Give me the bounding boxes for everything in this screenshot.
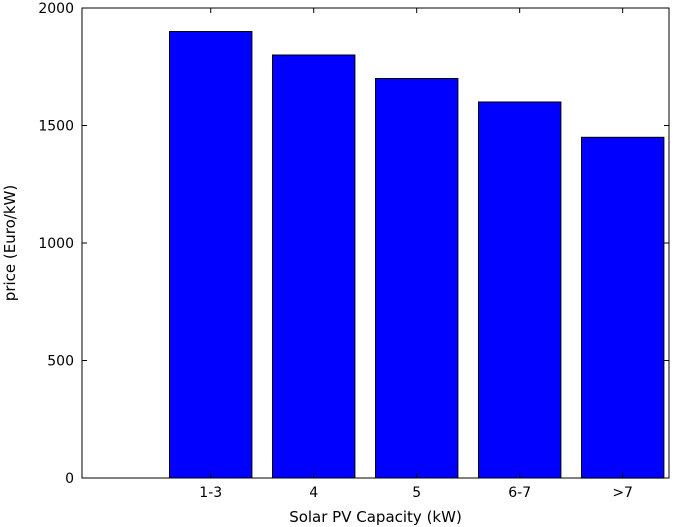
tick-labels-group: 1-3 4 5 6-7 >7 0 500 1000 1500 2000: [38, 1, 633, 501]
x-tick-label-2: 5: [412, 485, 421, 501]
y-axis-label: price (Euro/kW): [1, 185, 19, 301]
bar-3: [478, 101, 562, 479]
y-tick-label-0: 0: [65, 471, 74, 487]
bars-group: [169, 31, 665, 479]
x-axis-label: Solar PV Capacity (kW): [289, 508, 462, 526]
y-tick-label-3: 1500: [38, 119, 74, 135]
x-tick-label-4: >7: [612, 485, 633, 501]
bar-4: [581, 136, 665, 479]
y-tick-label-4: 2000: [38, 1, 74, 17]
bar-0: [169, 31, 253, 479]
x-tick-label-1: 4: [309, 485, 318, 501]
x-tick-label-0: 1-3: [199, 485, 222, 501]
bar-1: [272, 54, 356, 479]
plot-frame: [81, 7, 670, 479]
y-tick-label-2: 1000: [38, 236, 74, 252]
x-tick-label-3: 6-7: [508, 485, 531, 501]
y-tick-label-1: 500: [47, 354, 74, 370]
bar-2: [375, 78, 459, 479]
